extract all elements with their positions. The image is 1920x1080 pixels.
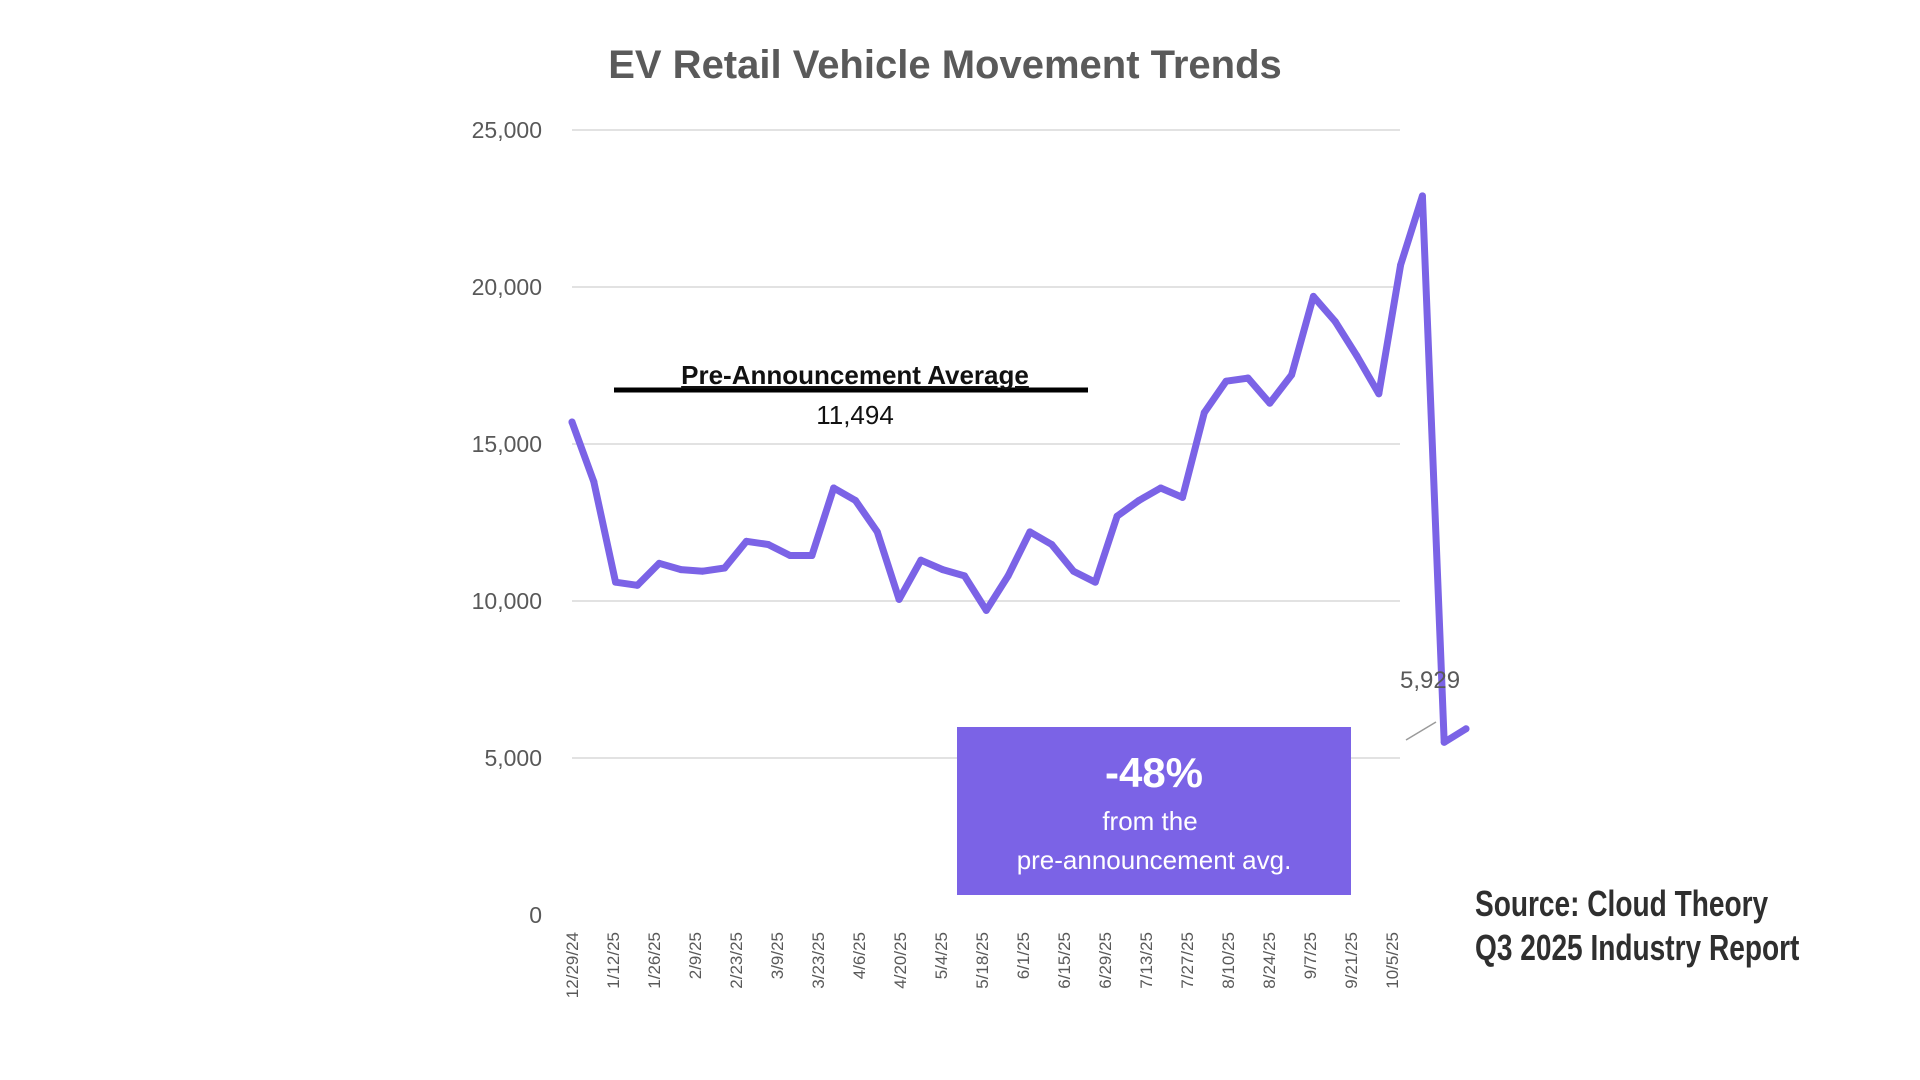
data-points [568,192,1470,746]
end-label-leader [1405,721,1437,741]
x-tick-label: 6/15/25 [1055,932,1074,989]
source-line-2: Q3 2025 Industry Report [1475,928,1800,968]
x-tick-label: 7/27/25 [1178,932,1197,989]
y-tick-label: 25,000 [472,117,542,143]
end-value-annotation: 5,929 [1400,667,1460,741]
data-point [1375,390,1383,398]
data-point [939,566,947,574]
data-point [699,567,707,575]
data-point [960,572,968,580]
y-tick-label: 0 [529,902,542,928]
data-point [786,551,794,559]
callout-line-2: pre-announcement avg. [1017,845,1292,875]
data-point [1440,738,1448,746]
data-point [830,484,838,492]
x-tick-label: 1/12/25 [604,932,623,989]
data-point [721,564,729,572]
data-point [1222,377,1230,385]
average-label: Pre-Announcement Average [681,360,1029,390]
x-tick-label: 2/23/25 [727,932,746,989]
data-point [982,606,990,614]
data-point [1462,725,1470,733]
average-value: 11,494 [816,400,894,430]
series-line [568,192,1470,746]
data-point [1070,567,1078,575]
y-tick-label: 5,000 [484,745,542,771]
x-tick-label: 6/29/25 [1096,932,1115,989]
data-point [633,581,641,589]
data-point [1353,352,1361,360]
decline-callout: -48% from the pre-announcement avg. [957,727,1351,895]
data-point [851,497,859,505]
data-point [917,556,925,564]
data-point [764,540,772,548]
data-point [873,528,881,536]
data-point [1026,528,1034,536]
x-axis-ticks: 12/29/24 1/12/25 1/26/25 2/9/25 2/23/25 3/9/2… [563,932,1402,998]
x-tick-label: 4/6/25 [850,932,869,979]
y-axis-ticks: 25,000 20,000 15,000 10,000 5,000 0 [472,117,542,928]
x-tick-label: 5/18/25 [973,932,992,989]
data-point [1331,318,1339,326]
data-point [895,595,903,603]
data-point [1288,371,1296,379]
data-point [677,566,685,574]
data-point [568,418,576,426]
data-point [742,537,750,545]
gridlines [572,129,1400,759]
x-tick-label: 5/4/25 [932,932,951,979]
x-tick-label: 4/20/25 [891,932,910,989]
x-tick-label: 3/23/25 [809,932,828,989]
data-point [1004,572,1012,580]
y-tick-label: 20,000 [472,274,542,300]
x-tick-label: 10/5/25 [1383,932,1402,989]
y-tick-label: 10,000 [472,588,542,614]
x-tick-label: 12/29/24 [563,932,582,998]
data-point [590,478,598,486]
data-point [1179,493,1187,501]
x-tick-label: 2/9/25 [686,932,705,979]
callout-percent: -48% [1105,749,1203,796]
x-tick-label: 9/7/25 [1301,932,1320,979]
data-point [1135,497,1143,505]
x-tick-label: 1/26/25 [645,932,664,989]
x-tick-label: 8/24/25 [1260,932,1279,989]
source-note: Source: Cloud Theory Q3 2025 Industry Re… [1475,884,1800,968]
data-point [1157,484,1165,492]
data-point [1418,192,1426,200]
data-point [1091,578,1099,586]
data-point [1113,512,1121,520]
end-value-label: 5,929 [1400,667,1460,694]
pre-announcement-average-annotation: Pre-Announcement Average 11,494 [614,360,1088,430]
data-point [612,578,620,586]
data-point [1244,374,1252,382]
callout-line-1: from the [1102,806,1197,836]
data-point [1266,399,1274,407]
data-point [1200,409,1208,417]
data-point [1397,261,1405,269]
data-point [1309,292,1317,300]
x-tick-label: 8/10/25 [1219,932,1238,989]
data-point [808,551,816,559]
source-line-1: Source: Cloud Theory [1475,884,1768,924]
x-tick-label: 9/21/25 [1342,932,1361,989]
x-tick-label: 6/1/25 [1014,932,1033,979]
chart-title: EV Retail Vehicle Movement Trends [608,43,1282,87]
data-point [655,559,663,567]
x-tick-label: 7/13/25 [1137,932,1156,989]
callout-box [957,727,1351,895]
data-point [1048,540,1056,548]
y-tick-label: 15,000 [472,431,542,457]
x-tick-label: 3/9/25 [768,932,787,979]
